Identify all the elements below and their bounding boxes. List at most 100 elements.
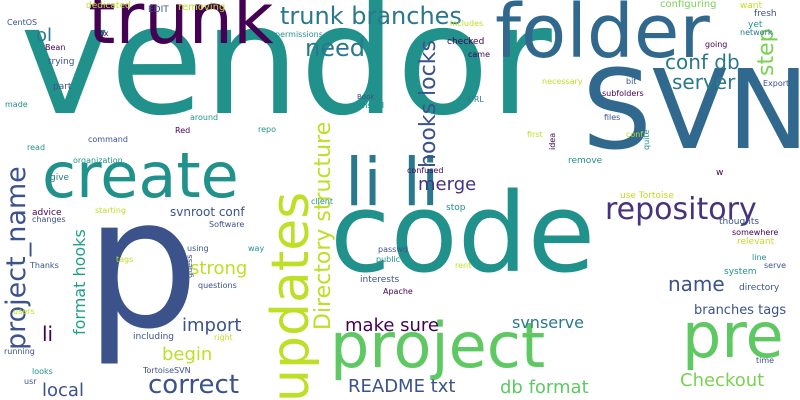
cloud-word: guess [185, 254, 194, 278]
cloud-word: box [94, 29, 109, 38]
cloud-word: correct [148, 370, 240, 400]
cloud-word: give [50, 173, 70, 183]
cloud-word: li [42, 322, 54, 346]
cloud-word: system [724, 267, 757, 277]
cloud-word: client [311, 197, 333, 206]
cloud-word: li li [345, 144, 440, 221]
cloud-word: conf [626, 130, 644, 139]
cloud-word: looks [32, 367, 53, 376]
cloud-word: interests [360, 275, 400, 285]
cloud-word: Bean [45, 43, 66, 52]
cloud-word: trying [48, 57, 75, 67]
cloud-word: passwd [378, 245, 408, 254]
cloud-word: organization [73, 156, 123, 165]
cloud-word: create [42, 139, 239, 212]
cloud-word: includes [450, 19, 484, 28]
cloud-word: line [752, 253, 767, 262]
cloud-word: svnserve [512, 313, 585, 332]
cloud-word: made [5, 100, 28, 109]
cloud-word: going [705, 40, 728, 49]
cloud-word: right [214, 333, 233, 342]
cloud-word: dedicated [86, 1, 131, 11]
cloud-word: Export [763, 79, 790, 88]
cloud-word: removing [178, 2, 226, 13]
cloud-word: Checkout [680, 370, 765, 391]
cloud-word: public [376, 255, 401, 264]
cloud-word: trunk branches [280, 2, 462, 30]
cloud-word: Apache [383, 287, 413, 296]
cloud-word: checked [447, 37, 485, 47]
cloud-word: necessary [542, 77, 583, 86]
cloud-word: Thanks [30, 261, 59, 270]
cloud-word: branches tags [694, 303, 787, 318]
cloud-word: local [42, 380, 84, 400]
cloud-word: users [13, 307, 35, 316]
cloud-word: CentOS [7, 18, 38, 27]
cloud-word: p [85, 160, 200, 369]
cloud-word: including [133, 332, 174, 342]
cloud-word: Red [175, 126, 191, 135]
cloud-word: Directory structure [311, 121, 336, 330]
cloud-word: serve [764, 261, 787, 270]
cloud-word: import [182, 315, 242, 336]
cloud-word: use Tortoise [620, 191, 674, 201]
cloud-word: TortoiseSVN [143, 366, 191, 375]
cloud-word: idea [548, 132, 557, 150]
cloud-word: came [468, 50, 491, 59]
cloud-word: EDIT [148, 5, 169, 15]
cloud-word: usr [24, 377, 37, 386]
cloud-word: folder [495, 0, 710, 75]
cloud-word: starting [95, 206, 127, 215]
cloud-word: time [756, 356, 775, 365]
cloud-word: thoughts [719, 217, 760, 227]
cloud-word: server [672, 70, 736, 94]
cloud-word: subfolders [602, 89, 644, 98]
cloud-word: first [527, 130, 543, 139]
cloud-word: conf db [665, 50, 740, 74]
cloud-word: directory [739, 283, 780, 293]
cloud-word: pre [682, 299, 784, 372]
cloud-word: project [330, 309, 546, 382]
cloud-word: SVN [582, 46, 800, 174]
cloud-word: confused [407, 166, 444, 175]
cloud-word: make sure [345, 315, 440, 336]
cloud-word: begin [162, 344, 213, 365]
cloud-word: name [668, 272, 725, 296]
cloud-word: w [716, 168, 724, 178]
cloud-word: permissions [275, 30, 323, 39]
cloud-word: strong [190, 258, 248, 279]
cloud-word: trunk [88, 0, 274, 60]
cloud-word: stop [446, 203, 466, 213]
cloud-word: README txt [348, 376, 456, 397]
cloud-word: configuring [660, 0, 717, 10]
cloud-word: updates [261, 191, 321, 400]
cloud-word: vendor [20, 0, 552, 149]
cloud-word: remove [568, 156, 603, 166]
cloud-word: network [740, 28, 773, 37]
cloud-word: questions [198, 281, 237, 290]
cloud-word: Book [357, 93, 375, 101]
cloud-word: Install [360, 101, 385, 110]
cloud-word: project_name [1, 166, 32, 350]
cloud-word: hooks locks [416, 40, 441, 168]
cloud-word: Software [209, 220, 245, 229]
cloud-word: bit [626, 77, 637, 86]
cloud-word: ol [36, 25, 53, 46]
cloud-word: command [88, 135, 128, 144]
cloud-word: read [27, 143, 46, 152]
cloud-word: merge [418, 174, 477, 195]
cloud-word: want [740, 1, 763, 11]
cloud-word: svnroot conf [170, 205, 245, 219]
cloud-word: advice [32, 208, 62, 218]
cloud-word: repository [605, 192, 757, 227]
cloud-word: using [187, 244, 209, 253]
cloud-word: running [4, 347, 35, 356]
cloud-word: rent [455, 261, 472, 270]
cloud-word: tags [116, 255, 134, 264]
cloud-word: code [330, 169, 596, 297]
cloud-word: format hooks [70, 229, 89, 335]
cloud-word: quite [642, 129, 651, 150]
cloud-word: URL [468, 95, 484, 104]
cloud-word: around [190, 113, 219, 122]
